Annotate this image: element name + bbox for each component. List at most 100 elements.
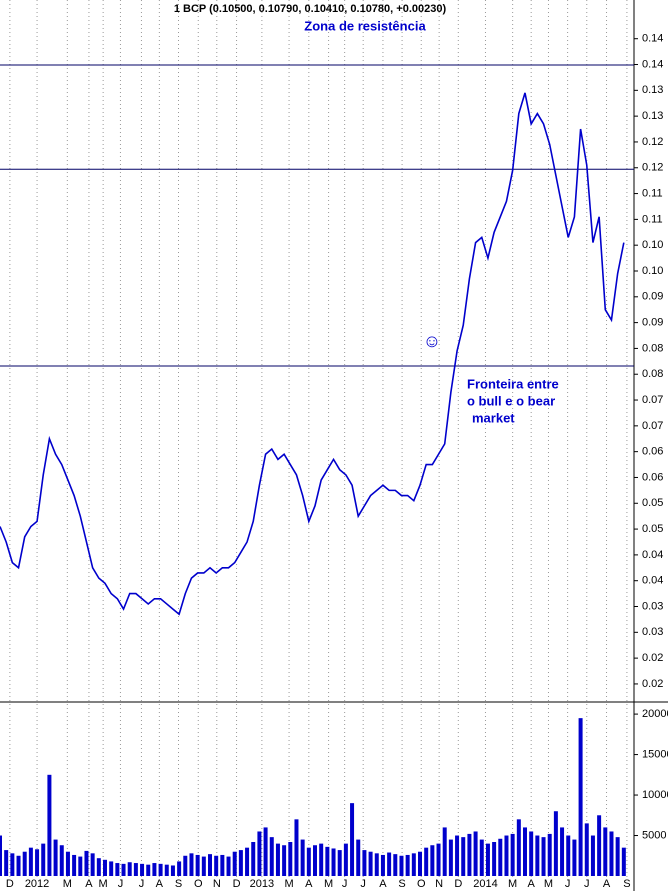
volume-bar <box>436 843 441 876</box>
y-tick-label: 0.03 <box>642 600 663 612</box>
volume-bar <box>294 819 299 876</box>
volume-bar <box>288 842 293 876</box>
x-tick-label: N <box>435 878 443 890</box>
annotation: Fronteira entre <box>467 376 559 391</box>
volume-bar <box>282 845 287 876</box>
volume-bar <box>263 827 268 876</box>
volume-bar <box>232 851 237 876</box>
y-tick-label: 0.12 <box>642 162 663 174</box>
x-tick-label: A <box>85 878 93 890</box>
volume-bar <box>615 837 620 876</box>
y-tick-label: 0.08 <box>642 342 663 354</box>
volume-bar <box>72 854 77 876</box>
annotation: Zona de resistência <box>304 18 426 33</box>
chart-title: 1 BCP (0.10500, 0.10790, 0.10410, 0.1078… <box>174 3 447 15</box>
x-tick-label: J <box>139 878 145 890</box>
volume-bar <box>485 843 490 876</box>
x-tick-label: J <box>118 878 124 890</box>
volume-bar <box>152 863 157 876</box>
volume-bar <box>90 853 95 876</box>
y-tick-label: 0.14 <box>642 58 663 70</box>
x-tick-label: M <box>284 878 293 890</box>
volume-bar <box>269 837 274 876</box>
volume-bar <box>356 839 361 876</box>
volume-bar <box>53 839 58 876</box>
volume-bar <box>467 833 472 876</box>
volume-bar <box>164 864 169 876</box>
x-tick-label: A <box>156 878 164 890</box>
x-tick-label: M <box>544 878 553 890</box>
volume-bar <box>387 852 392 876</box>
y-tick-label: 0.13 <box>642 110 663 122</box>
volume-bar <box>140 863 145 876</box>
volume-bar <box>306 847 311 876</box>
volume-bar <box>300 839 305 876</box>
annotation: market <box>472 410 515 425</box>
x-tick-label: S <box>398 878 405 890</box>
annotation: o bull e o bear <box>467 393 555 408</box>
volume-bar <box>220 854 225 876</box>
volume-bar <box>275 843 280 876</box>
volume-bar <box>523 827 527 876</box>
volume-bar <box>115 863 120 876</box>
y-tick-label: 0.10 <box>642 239 663 251</box>
volume-bar <box>189 853 194 876</box>
volume-bar <box>245 847 250 876</box>
y-tick-label: 0.06 <box>642 446 663 458</box>
volume-bar <box>201 856 206 876</box>
x-tick-label: S <box>623 878 630 890</box>
x-tick-label: M <box>508 878 517 890</box>
volume-bar <box>214 855 219 876</box>
volume-bar <box>424 847 429 876</box>
volume-bar <box>146 864 151 876</box>
volume-bar <box>393 854 398 876</box>
y-tick-label: 0.11 <box>642 187 663 199</box>
x-tick-label: J <box>342 878 348 890</box>
volume-bar <box>362 850 367 876</box>
x-tick-label: O <box>417 878 426 890</box>
volume-bar <box>251 842 256 876</box>
y-tick-label: 0.07 <box>642 420 663 432</box>
x-tick-label: A <box>305 878 313 890</box>
y-tick-label: 0.02 <box>642 652 663 664</box>
volume-bar <box>4 850 9 876</box>
volume-bar <box>0 835 2 876</box>
y-tick-label: 0.13 <box>642 84 663 96</box>
y-tick-label: 0.10 <box>642 265 663 277</box>
x-tick-label: J <box>565 878 571 890</box>
volume-bar <box>448 839 453 876</box>
volume-bar <box>504 835 509 876</box>
x-tick-label: D <box>6 878 14 890</box>
y-tick-label: 10000 <box>642 789 668 801</box>
x-tick-label: M <box>99 878 108 890</box>
y-tick-label: 0.02 <box>642 678 663 690</box>
y-tick-label: 0.05 <box>642 497 663 509</box>
volume-bar <box>183 855 188 876</box>
volume-bar <box>516 819 521 876</box>
volume-bar <box>313 845 317 876</box>
y-tick-label: 20000 <box>642 708 668 720</box>
volume-bar <box>399 855 404 876</box>
y-tick-label: 5000 <box>642 829 666 841</box>
x-tick-label: A <box>603 878 611 890</box>
volume-bar <box>411 853 416 876</box>
y-tick-label: 0.04 <box>642 575 663 587</box>
y-tick-label: 0.14 <box>642 33 663 45</box>
x-tick-label: S <box>175 878 182 890</box>
volume-bar <box>121 863 126 876</box>
y-tick-label: 0.07 <box>642 394 663 406</box>
x-tick-label: J <box>584 878 590 890</box>
volume-bar <box>442 827 447 876</box>
volume-bar <box>325 846 330 876</box>
volume-bar <box>430 845 435 876</box>
y-tick-label: 0.08 <box>642 368 663 380</box>
x-tick-label: M <box>63 878 72 890</box>
x-tick-label: O <box>194 878 203 890</box>
volume-bar <box>590 835 595 876</box>
x-tick-label: A <box>379 878 387 890</box>
volume-bar <box>350 803 355 876</box>
x-tick-label: N <box>213 878 221 890</box>
volume-bar <box>195 854 200 876</box>
volume-bar <box>337 850 342 876</box>
